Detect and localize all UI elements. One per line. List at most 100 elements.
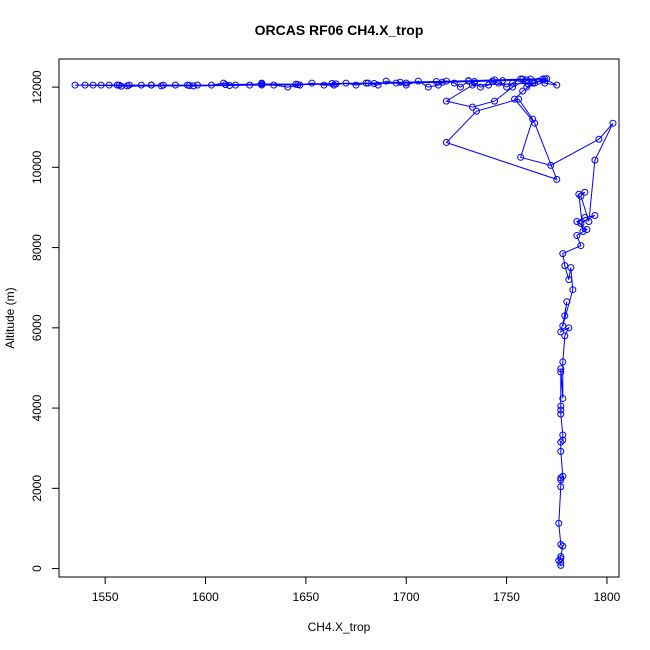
data-point	[402, 79, 410, 87]
data-point	[442, 138, 450, 146]
data-point	[575, 190, 583, 198]
data-point	[137, 81, 145, 89]
data-point	[208, 81, 216, 89]
data-point	[193, 81, 201, 89]
data-point	[499, 77, 507, 85]
data-point	[609, 119, 617, 127]
data-point	[171, 81, 179, 89]
data-point	[529, 79, 537, 87]
data-point	[555, 557, 563, 565]
plot-frame	[58, 58, 620, 578]
data-point	[147, 81, 155, 89]
data-point	[519, 87, 527, 95]
data-point	[185, 81, 193, 89]
data-point	[189, 82, 197, 90]
data-point	[557, 410, 565, 418]
data-point	[113, 81, 121, 89]
y-tick-label: 10000	[30, 150, 44, 184]
data-point	[559, 431, 567, 439]
data-point	[557, 555, 565, 563]
data-point	[557, 402, 565, 410]
data-point	[535, 77, 543, 85]
data-point	[392, 79, 400, 87]
data-point	[577, 220, 585, 228]
data-point	[529, 115, 537, 123]
data-point	[491, 76, 499, 84]
series-layer	[71, 75, 617, 569]
data-point	[561, 312, 569, 320]
data-point	[553, 175, 561, 183]
data-point	[557, 540, 565, 548]
data-point	[531, 119, 539, 127]
data-point	[543, 75, 551, 83]
data-point	[559, 358, 567, 366]
data-point	[581, 188, 589, 196]
x-tick-label: 1550	[92, 590, 119, 604]
y-tick-label: 8000	[30, 234, 44, 261]
data-point	[491, 97, 499, 105]
data-point	[442, 77, 450, 85]
data-point	[374, 81, 382, 89]
data-point	[559, 250, 567, 258]
data-point	[557, 476, 565, 484]
x-tick-label: 1750	[493, 590, 520, 604]
data-point	[519, 75, 527, 83]
data-point	[569, 286, 577, 294]
data-point	[328, 79, 336, 87]
data-point	[557, 483, 565, 491]
data-point	[555, 519, 563, 527]
data-point	[577, 192, 585, 200]
data-point	[565, 276, 573, 284]
data-point	[246, 81, 254, 89]
x-tick-label: 1800	[594, 590, 621, 604]
data-point	[370, 79, 378, 87]
data-point	[320, 81, 328, 89]
data-point	[414, 77, 422, 85]
data-point	[284, 83, 292, 91]
data-point	[308, 79, 316, 87]
data-point	[81, 81, 89, 89]
data-point	[557, 406, 565, 414]
data-point	[71, 81, 79, 89]
y-axis: 0 2000 4000 6000 8000 10000 12000	[30, 70, 60, 572]
data-point	[585, 218, 593, 226]
data-point	[527, 75, 535, 83]
data-point	[559, 542, 567, 550]
data-point	[485, 81, 493, 89]
data-point	[557, 438, 565, 446]
data-point	[547, 161, 555, 169]
data-point	[577, 242, 585, 250]
data-point	[511, 95, 519, 103]
data-point	[222, 81, 230, 89]
x-tick-label: 1700	[393, 590, 420, 604]
data-point	[557, 474, 565, 482]
data-point	[115, 81, 123, 89]
data-point	[561, 262, 569, 270]
data-point	[472, 107, 480, 115]
data-point	[456, 83, 464, 91]
data-point	[352, 81, 360, 89]
data-point	[567, 264, 575, 272]
data-point	[531, 79, 539, 87]
data-point	[220, 79, 228, 87]
data-point	[557, 447, 565, 455]
data-point	[523, 76, 531, 84]
data-point	[557, 365, 565, 373]
data-point	[362, 79, 370, 87]
data-point	[509, 79, 517, 87]
series-line	[75, 78, 614, 566]
data-point	[573, 218, 581, 226]
data-point	[553, 81, 561, 89]
data-point	[382, 77, 390, 85]
y-axis-label: Altitude (m)	[3, 287, 17, 348]
data-point	[438, 78, 446, 86]
y-tick-label: 12000	[30, 70, 44, 104]
data-point	[565, 324, 573, 332]
data-point	[477, 83, 485, 91]
y-tick-label: 6000	[30, 314, 44, 341]
data-point	[105, 81, 113, 89]
data-point	[559, 394, 567, 402]
data-point	[539, 75, 547, 83]
x-tick-label: 1600	[192, 590, 219, 604]
data-point	[294, 81, 302, 89]
